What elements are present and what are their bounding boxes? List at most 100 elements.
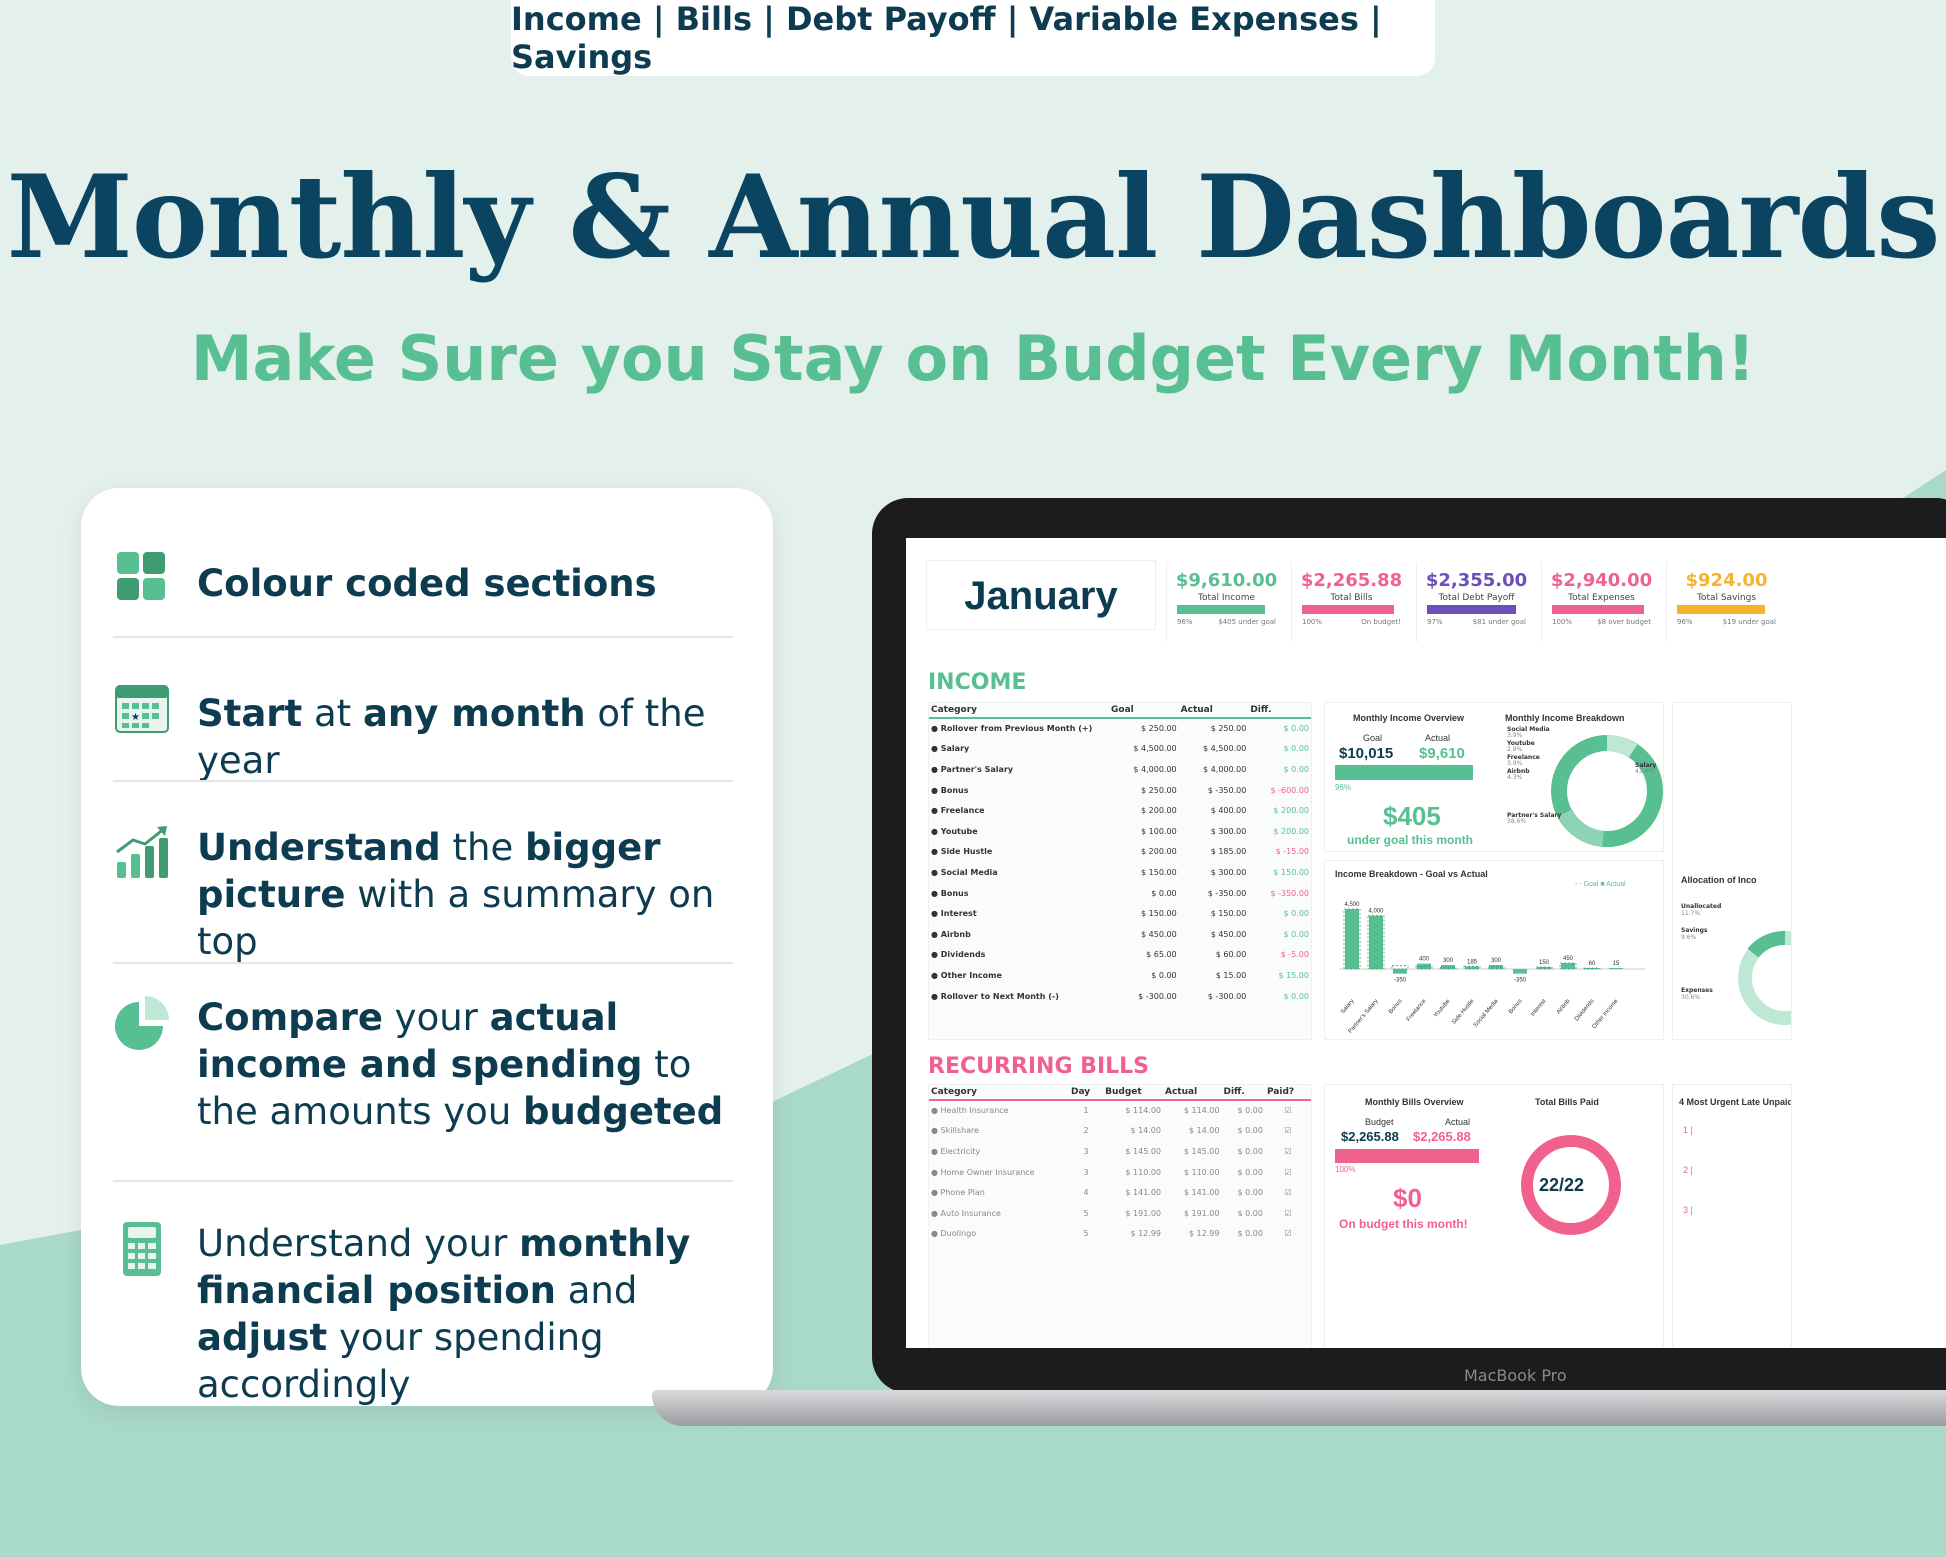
breakdown-label: Partner's Salary 38.6% — [1507, 813, 1561, 825]
page-subtitle: Make Sure you Stay on Budget Every Month… — [190, 322, 1756, 395]
data-label: 15 — [1613, 961, 1620, 967]
kpi-value: $2,355.00 — [1425, 570, 1528, 591]
goal-outline — [1415, 965, 1433, 970]
table-row: ● Bonus $ 250.00 $ -350.00 $ -600.00 — [929, 780, 1311, 801]
budget-label: Budget — [1365, 1117, 1394, 1127]
income-actual: $ 300.00 — [1210, 867, 1247, 877]
feature-text: Understand the bigger picture with a sum… — [197, 824, 743, 965]
income-goal: $ 65.00 — [1146, 950, 1177, 960]
allocation-pct: 11.7% — [1681, 910, 1701, 917]
income-category: ● Bonus — [931, 785, 969, 795]
goal-outline — [1583, 967, 1601, 970]
bill-day: 1 — [1083, 1106, 1089, 1116]
growth-chart-icon — [116, 826, 168, 878]
kpi-card: $2,265.88 Total Bills 100% On budget! — [1291, 562, 1411, 642]
paid-checkbox[interactable]: ☑ — [1284, 1188, 1292, 1198]
bill-day: 5 — [1083, 1208, 1089, 1218]
allocation-label: Unallocated 11.7% — [1681, 903, 1721, 917]
category-tick-label: Side Hustle — [1451, 998, 1476, 1026]
income-goal: $ 150.00 — [1141, 909, 1177, 919]
breakdown-label: Youtube 2.9% — [1507, 741, 1535, 753]
income-table-header: Actual — [1178, 703, 1249, 719]
goal-outline — [1439, 967, 1457, 970]
income-diff: $ 200.00 — [1273, 826, 1309, 836]
data-label: 4,000 — [1368, 909, 1384, 915]
feature-regular-text: and — [555, 1269, 638, 1312]
section-tags-bar: Income | Bills | Debt Payoff | Variable … — [511, 0, 1435, 76]
data-label: 300 — [1491, 958, 1502, 964]
actual-bar — [1465, 966, 1479, 969]
kpi-pct: 96% — [1177, 618, 1193, 626]
allocation-pct: 9.6% — [1681, 934, 1697, 941]
bill-diff: $ 0.00 — [1237, 1146, 1263, 1156]
income-goal: $ 4,500.00 — [1133, 744, 1177, 754]
income-diff: $ -5.00 — [1280, 950, 1309, 960]
income-actual: $ 150.00 — [1210, 909, 1247, 919]
income-category: ● Partner's Salary — [931, 764, 1014, 774]
income-actual: $ 15.00 — [1215, 970, 1247, 980]
goal-vs-actual-panel: Income Breakdown - Goal vs Actual - - Go… — [1324, 860, 1664, 1040]
income-category: ● Other Income — [931, 970, 1002, 980]
category-tick-label: Interest — [1530, 998, 1548, 1017]
feature-financial-position: Understand your monthly financial positi… — [113, 1220, 743, 1408]
laptop-brand: MacBook Pro — [1464, 1366, 1567, 1385]
breakdown-label: Airbnb 4.3% — [1507, 769, 1530, 781]
bill-category: ● Home Owner Insurance — [931, 1167, 1035, 1177]
actual-bar — [1561, 963, 1575, 969]
bill-actual: $ 145.00 — [1183, 1146, 1220, 1156]
breakdown-name: Airbnb — [1507, 768, 1530, 775]
income-actual: $ 250.00 — [1210, 724, 1247, 734]
bill-day: 3 — [1083, 1167, 1089, 1177]
income-diff: $ 0.00 — [1283, 764, 1309, 774]
actual-bar — [1537, 967, 1551, 969]
income-table: Category Goal Actual Diff. ● Rollover from P… — [929, 703, 1311, 1006]
kpi-label: Total Income — [1198, 593, 1255, 603]
bill-actual: $ 110.00 — [1183, 1167, 1220, 1177]
income-table-panel: Category Goal Actual Diff. ● Rollover from P… — [928, 702, 1312, 1040]
kpi-value: $2,265.88 — [1300, 570, 1403, 591]
income-table-header: Goal — [1109, 703, 1179, 719]
breakdown-name: Youtube — [1507, 740, 1535, 747]
laptop-base — [652, 1390, 1946, 1426]
paid-checkbox[interactable]: ☑ — [1284, 1167, 1292, 1177]
divider — [113, 636, 733, 638]
svg-text:★: ★ — [131, 712, 140, 723]
feature-bold-text: Understand — [197, 826, 441, 869]
urgent-row: 1 | — [1683, 1125, 1693, 1135]
paid-checkbox[interactable]: ☑ — [1284, 1106, 1292, 1116]
feature-regular-text: with a summary on top — [197, 873, 715, 963]
income-category: ● Freelance — [931, 806, 985, 816]
data-label: 60 — [1589, 961, 1596, 967]
paid-checkbox[interactable]: ☑ — [1284, 1229, 1292, 1239]
feature-bold-text: Compare — [197, 996, 383, 1039]
bill-actual: $ 14.00 — [1188, 1126, 1220, 1136]
allocation-donut — [1738, 931, 1791, 1025]
bills-table-header: Day — [1069, 1085, 1104, 1101]
income-category: ● Side Hustle — [931, 847, 993, 857]
kpi-note: $19 under goal — [1722, 618, 1776, 626]
paid-checkbox[interactable]: ☑ — [1284, 1126, 1292, 1136]
breakdown-title: Monthly Income Breakdown — [1505, 713, 1625, 723]
paid-checkbox[interactable]: ☑ — [1284, 1208, 1292, 1218]
feature-bold-text: adjust — [197, 1316, 328, 1359]
feature-text: Compare your actual income and spending … — [197, 994, 743, 1135]
feature-regular-text: your spending accordingly — [197, 1316, 604, 1406]
kpi-pct: 97% — [1427, 618, 1443, 626]
income-category: ● Airbnb — [931, 929, 971, 939]
bills-overview-panel: Monthly Bills Overview Budget Actual $2,… — [1324, 1084, 1664, 1348]
income-actual: $ 185.00 — [1210, 847, 1247, 857]
paid-checkbox[interactable]: ☑ — [1284, 1146, 1292, 1156]
category-tick-label: Social Media — [1473, 998, 1500, 1029]
bills-progress-bar — [1335, 1149, 1479, 1163]
actual-label: Actual — [1445, 1117, 1471, 1127]
bills-paid-count: 22/22 — [1539, 1175, 1585, 1195]
kpi-card: $2,940.00 Total Expenses 100% $8 over budge… — [1541, 562, 1661, 642]
bill-actual: $ 191.00 — [1183, 1208, 1220, 1218]
income-diff: $ 15.00 — [1278, 970, 1309, 980]
bill-actual: $ 141.00 — [1183, 1188, 1220, 1198]
dashboard-screen: January $9,610.00 Total Income 96% $405 und… — [906, 538, 1946, 1348]
income-actual: $ 300.00 — [1210, 826, 1247, 836]
kpi-bar — [1427, 605, 1517, 614]
breakdown-name: Salary — [1635, 762, 1657, 769]
breakdown-pct: 2.9% — [1507, 746, 1523, 753]
